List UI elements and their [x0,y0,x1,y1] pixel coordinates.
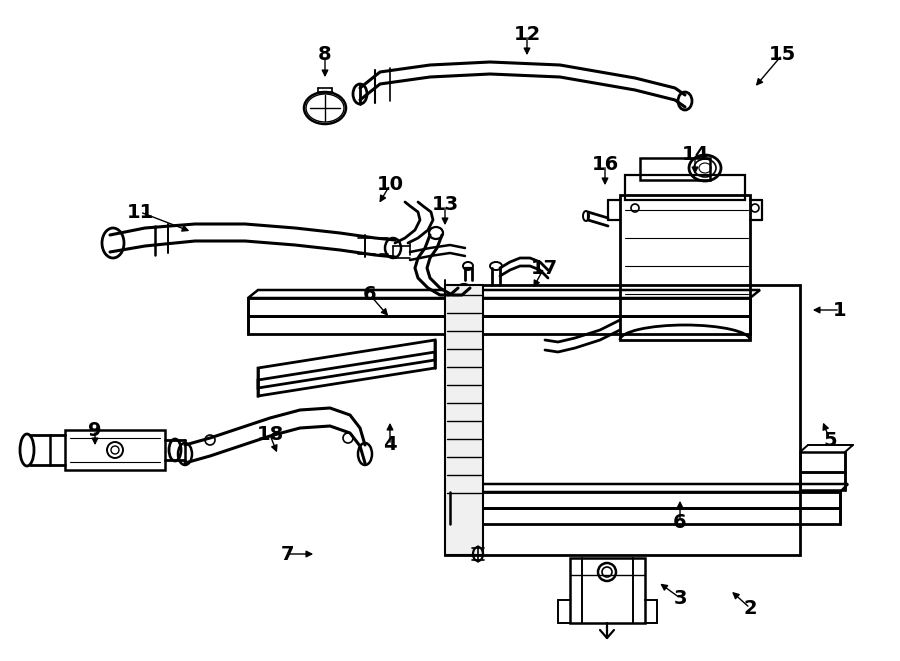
Ellipse shape [304,92,346,124]
Bar [570,558,645,623]
Text: 6: 6 [364,286,377,305]
Text: 18: 18 [256,426,284,444]
Text: 10: 10 [376,176,403,194]
Text: 9: 9 [88,420,102,440]
Text: 6: 6 [673,512,687,531]
Text: 4: 4 [383,436,397,455]
Text: 14: 14 [681,145,708,165]
Text: 2: 2 [743,598,757,617]
Text: 15: 15 [769,46,796,65]
Text: 16: 16 [591,155,618,175]
Bar [620,195,750,340]
Text: 1: 1 [833,301,847,319]
Bar [445,285,483,555]
Text: 13: 13 [431,196,459,215]
Text: 3: 3 [673,588,687,607]
Text: 17: 17 [530,258,558,278]
Bar [445,285,800,555]
Text: 12: 12 [513,26,541,44]
Text: 11: 11 [126,202,154,221]
Text: 7: 7 [280,545,293,563]
Text: 8: 8 [319,46,332,65]
Bar [625,175,745,200]
Text: 5: 5 [824,430,837,449]
Bar [640,158,710,180]
